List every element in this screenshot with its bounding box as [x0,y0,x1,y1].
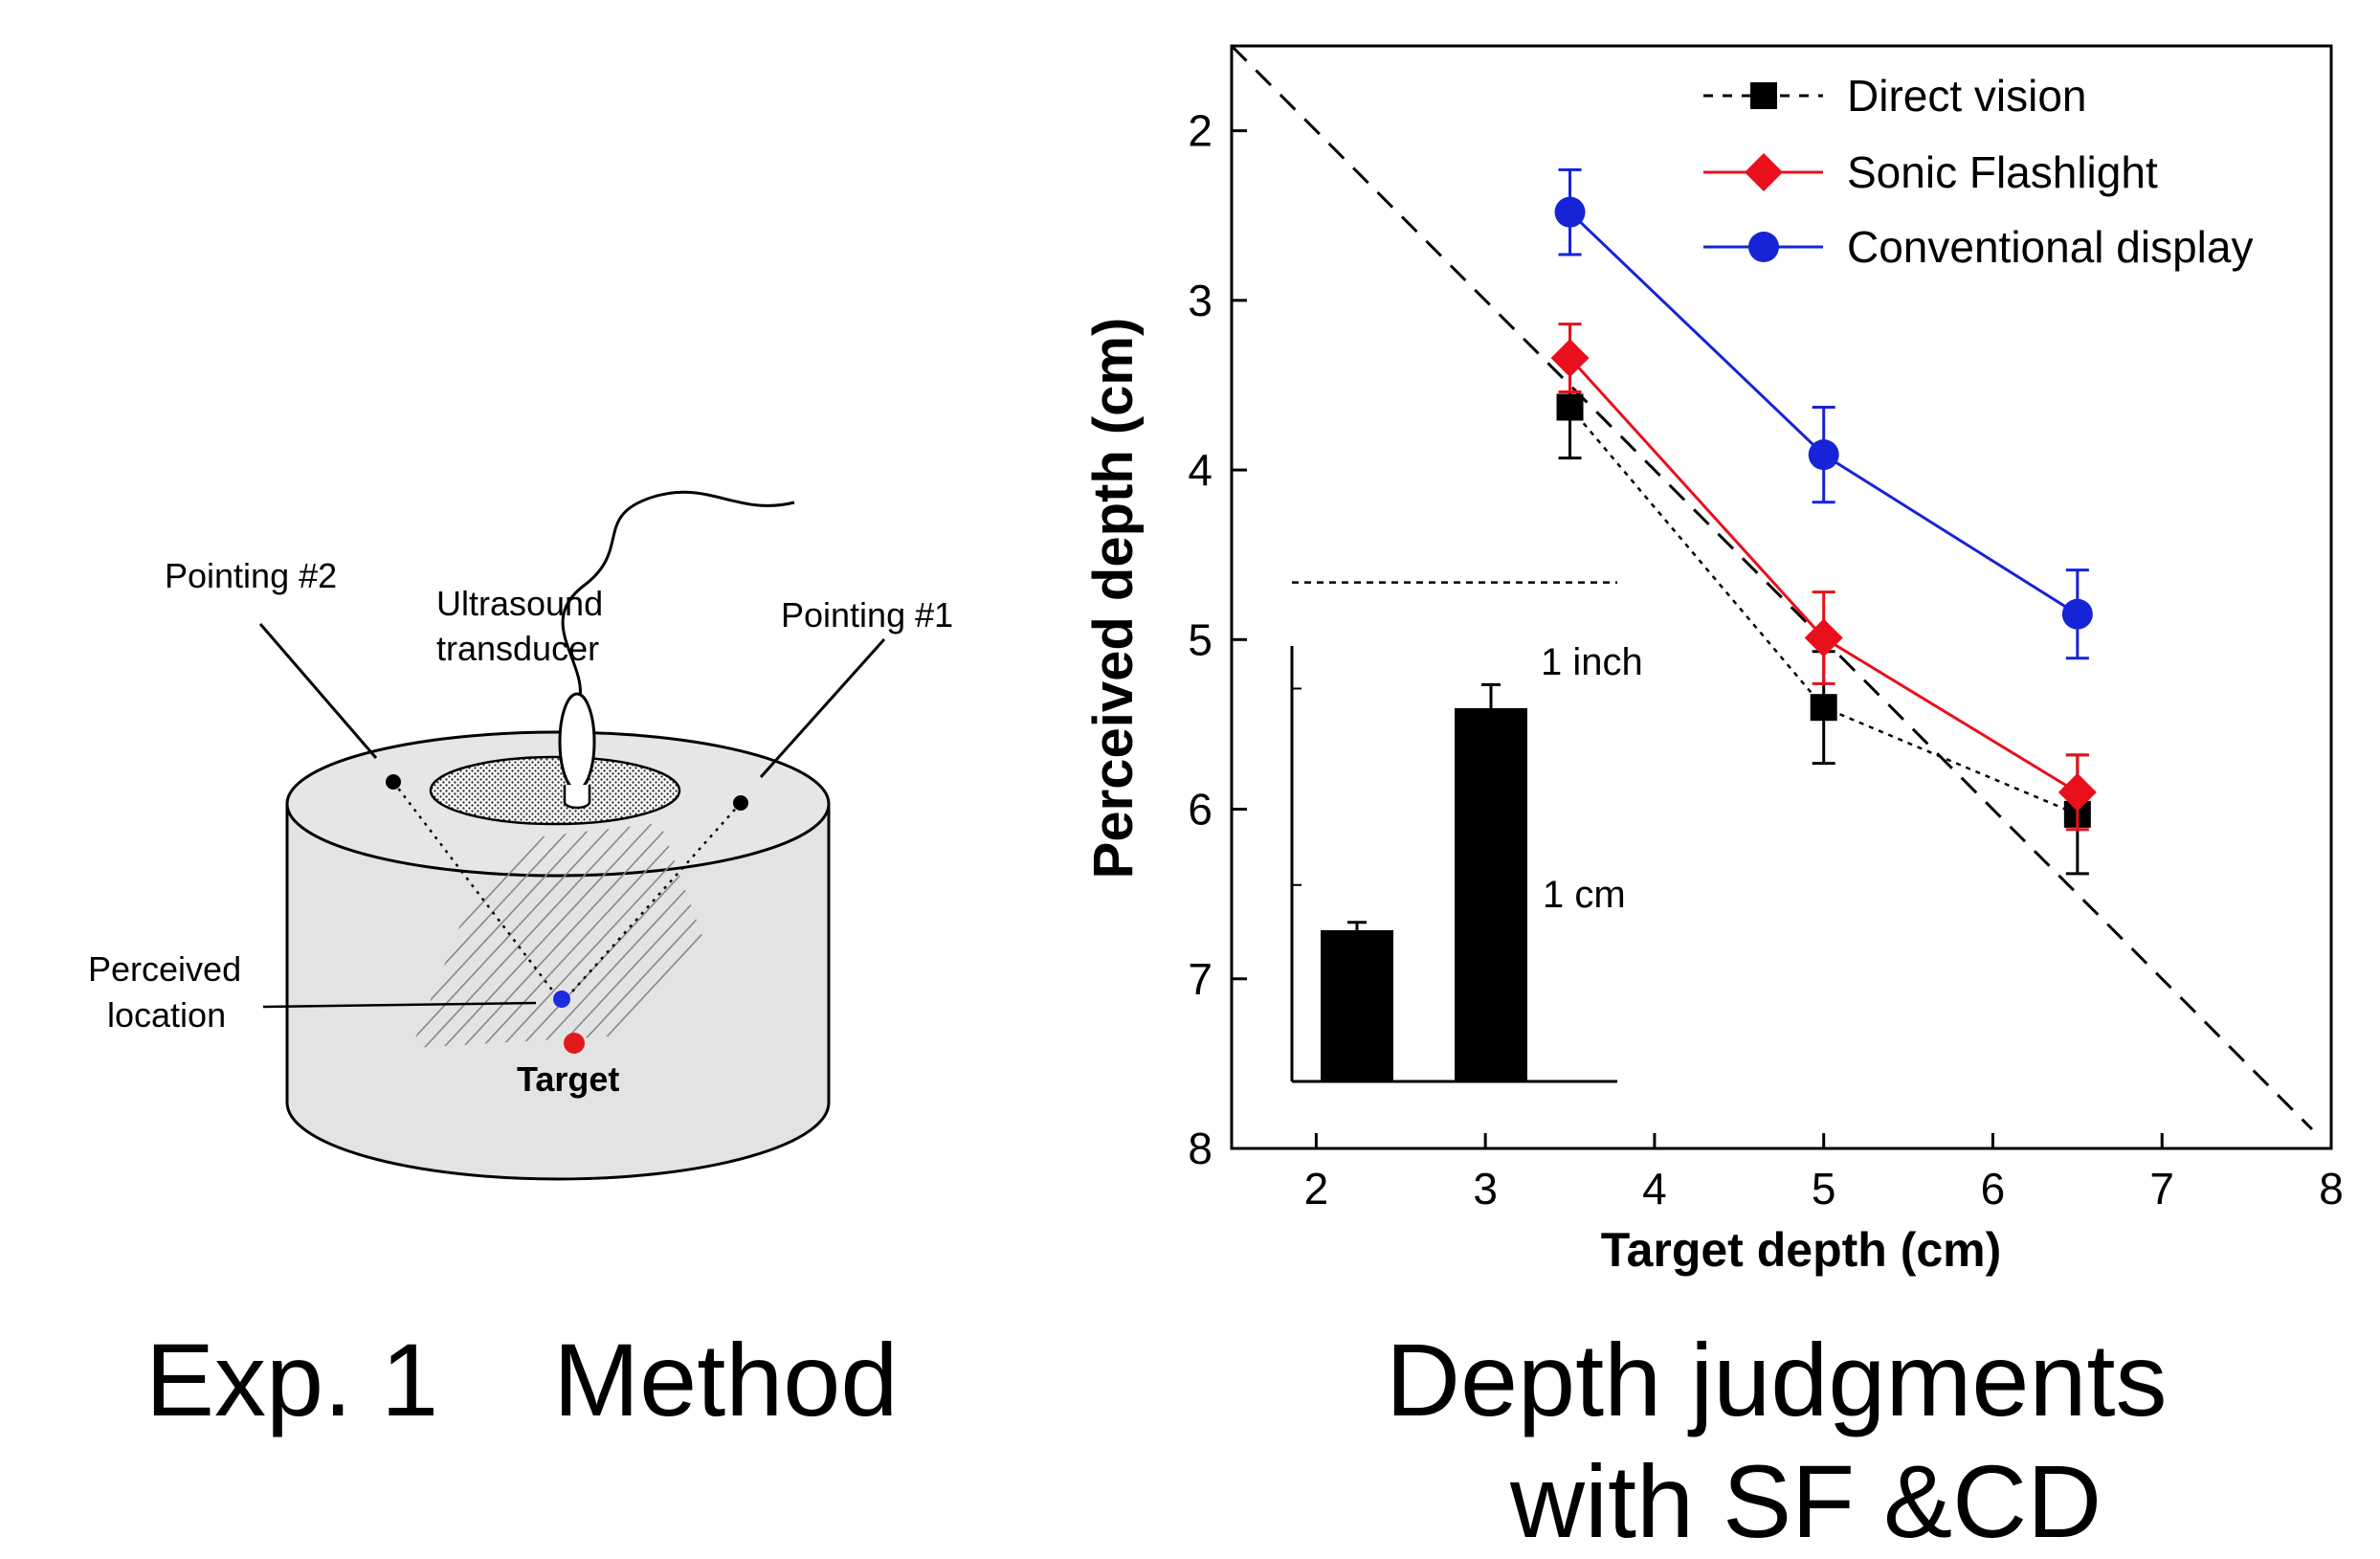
series-sonic-flashlight [1550,323,2097,832]
data-point-diamond [1550,339,1590,378]
depth-chart: 2 3 4 5 6 7 8 2 3 4 5 6 7 8 1 inch 1 cm Direct vision S… [1082,44,2344,1277]
x-tick-label: 6 [1981,1164,2006,1214]
plot-frame [1230,44,2333,1150]
x-tick-label: 2 [1304,1164,1329,1214]
y-axis-label: Perceived depth (cm) [1082,318,1145,880]
data-point-circle [2061,598,2093,630]
data-point-circle [1748,232,1779,262]
axis-ticks: 2 3 4 5 6 7 8 2 3 4 5 6 7 8 [1188,106,2343,1214]
target-dot [564,1033,585,1054]
method-diagram: Pointing #2 Ultrasound transducer Pointi… [88,490,953,1181]
inset-bar-chart: 1 inch 1 cm [1290,581,1643,1083]
transducer-cable [561,490,795,700]
data-point-diamond [2057,772,2097,812]
series-conventional-display [1554,167,2093,660]
inset-bar [1455,708,1527,1081]
data-series [1550,167,2097,876]
x-tick-label: 8 [2319,1164,2344,1214]
perceived-label-line1: Perceived [88,949,241,989]
y-tick-label: 6 [1188,785,1212,835]
pointing-2-label: Pointing #2 [165,556,337,595]
data-point-diamond [1745,153,1783,191]
pointing-1-line [759,637,886,779]
caption-depth-line1: Depth judgments [1386,1322,2168,1437]
pointing-1-label: Pointing #1 [781,595,953,635]
x-tick-label: 3 [1473,1164,1498,1214]
y-tick-label: 2 [1188,106,1212,156]
y-tick-label: 8 [1188,1124,1212,1173]
data-point-circle [1808,439,1839,471]
perceived-label-line2: location [107,995,226,1035]
y-tick-label: 4 [1188,445,1212,495]
data-point-diamond [1804,618,1843,657]
inset-bar [1321,929,1393,1081]
ideal-reference-line [1230,44,2314,1131]
inset-inch-label: 1 inch [1541,641,1643,683]
legend: Direct vision Sonic Flashlight Conventiona… [1703,71,2254,272]
y-tick-label: 3 [1188,276,1212,325]
x-tick-label: 7 [2149,1164,2174,1214]
caption-depth-line2: with SF &CD [1510,1443,2102,1559]
inset-cm-label: 1 cm [1543,874,1626,916]
legend-label: Conventional display [1847,222,2254,272]
x-tick-label: 5 [1812,1164,1836,1214]
y-tick-label: 7 [1188,954,1212,1004]
transducer-label-line2: transducer [436,629,599,668]
legend-label: Sonic Flashlight [1847,147,2158,197]
sight-line-1 [564,802,742,1001]
data-point-square [1810,694,1837,722]
reference-line [1230,44,2314,1131]
data-point-square [1556,393,1584,421]
y-tick-label: 5 [1188,614,1212,664]
perceived-leader [262,1001,537,1009]
transducer-label-line1: Ultrasound [436,584,603,623]
target-label: Target [517,1059,619,1099]
sight-line-2 [392,781,561,1001]
legend-label: Direct vision [1847,71,2087,121]
x-tick-label: 4 [1642,1164,1667,1214]
imaging-window [429,755,681,826]
x-axis-label: Target depth (cm) [1601,1223,2002,1277]
pointing-2-line [258,623,378,759]
imaging-plane-hatch [411,823,737,1048]
caption-method: Exp. 1 Method [145,1322,899,1437]
ultrasound-transducer [558,692,596,791]
perceived-location-dot [553,991,570,1008]
data-point-square [1750,82,1777,109]
data-point-circle [1554,196,1586,228]
